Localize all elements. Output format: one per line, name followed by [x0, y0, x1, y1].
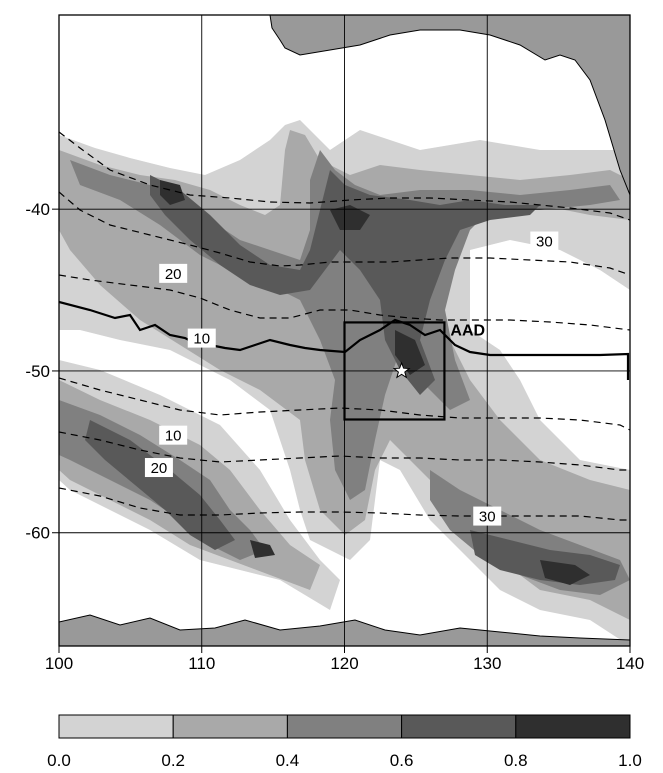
- colorbar-bin: [402, 715, 516, 738]
- lon-tick-label: 140: [616, 654, 644, 673]
- contour-label: 20: [151, 460, 168, 477]
- lon-tick-label: 120: [330, 654, 358, 673]
- contour-label: 30: [479, 509, 496, 526]
- contour-label: 20: [165, 266, 182, 283]
- contour-label: 10: [165, 428, 182, 445]
- colorbar-tick-label: 0.6: [390, 751, 414, 770]
- latitude-ticks: -40 -50 -60: [25, 200, 59, 543]
- colorbar-tick-label: 1.0: [618, 751, 642, 770]
- colorbar-tick-label: 0.0: [47, 751, 71, 770]
- colorbar-bin: [287, 715, 401, 738]
- colorbar-bin: [173, 715, 287, 738]
- contour-label: 30: [536, 234, 553, 251]
- colorbar-bin: [516, 715, 630, 738]
- aad-label: AAD: [450, 322, 485, 339]
- colorbar-tick-label: 0.4: [276, 751, 300, 770]
- map-area: [59, 15, 630, 646]
- colorbar-tick-label: 0.2: [161, 751, 185, 770]
- lon-tick-label: 130: [473, 654, 501, 673]
- lon-tick-label: 110: [188, 654, 215, 673]
- lat-tick-label: -40: [25, 200, 50, 219]
- colorbar-tick-label: 0.8: [504, 751, 528, 770]
- colorbar-bin: [59, 715, 173, 738]
- longitude-ticks: 100 110 120 130 140: [45, 646, 644, 673]
- lon-tick-label: 100: [45, 654, 73, 673]
- lat-tick-label: -60: [25, 524, 50, 543]
- contour-label: 10: [193, 331, 210, 348]
- lat-tick-label: -50: [25, 362, 50, 381]
- colorbar: 0.0 0.2 0.4 0.6 0.8 1.0: [47, 715, 642, 770]
